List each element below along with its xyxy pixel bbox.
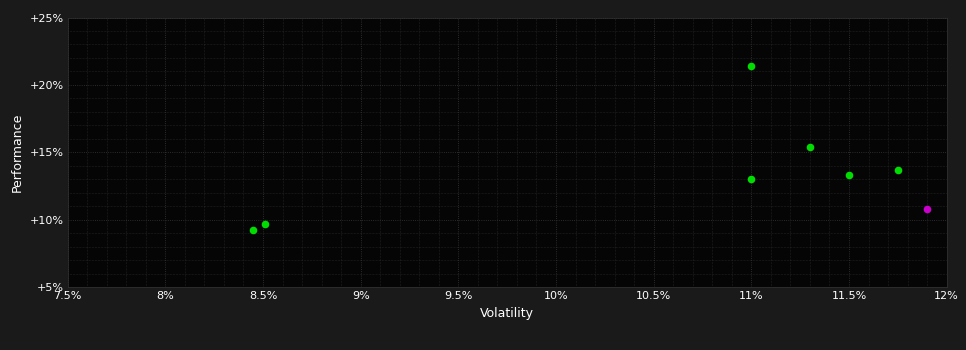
- Point: [744, 176, 759, 182]
- Point: [257, 221, 272, 226]
- Point: [744, 63, 759, 69]
- Point: [920, 206, 935, 212]
- Point: [245, 228, 261, 233]
- Point: [802, 144, 817, 150]
- Point: [890, 167, 905, 173]
- X-axis label: Volatility: Volatility: [480, 307, 534, 320]
- Point: [841, 172, 857, 178]
- Y-axis label: Performance: Performance: [11, 113, 24, 192]
